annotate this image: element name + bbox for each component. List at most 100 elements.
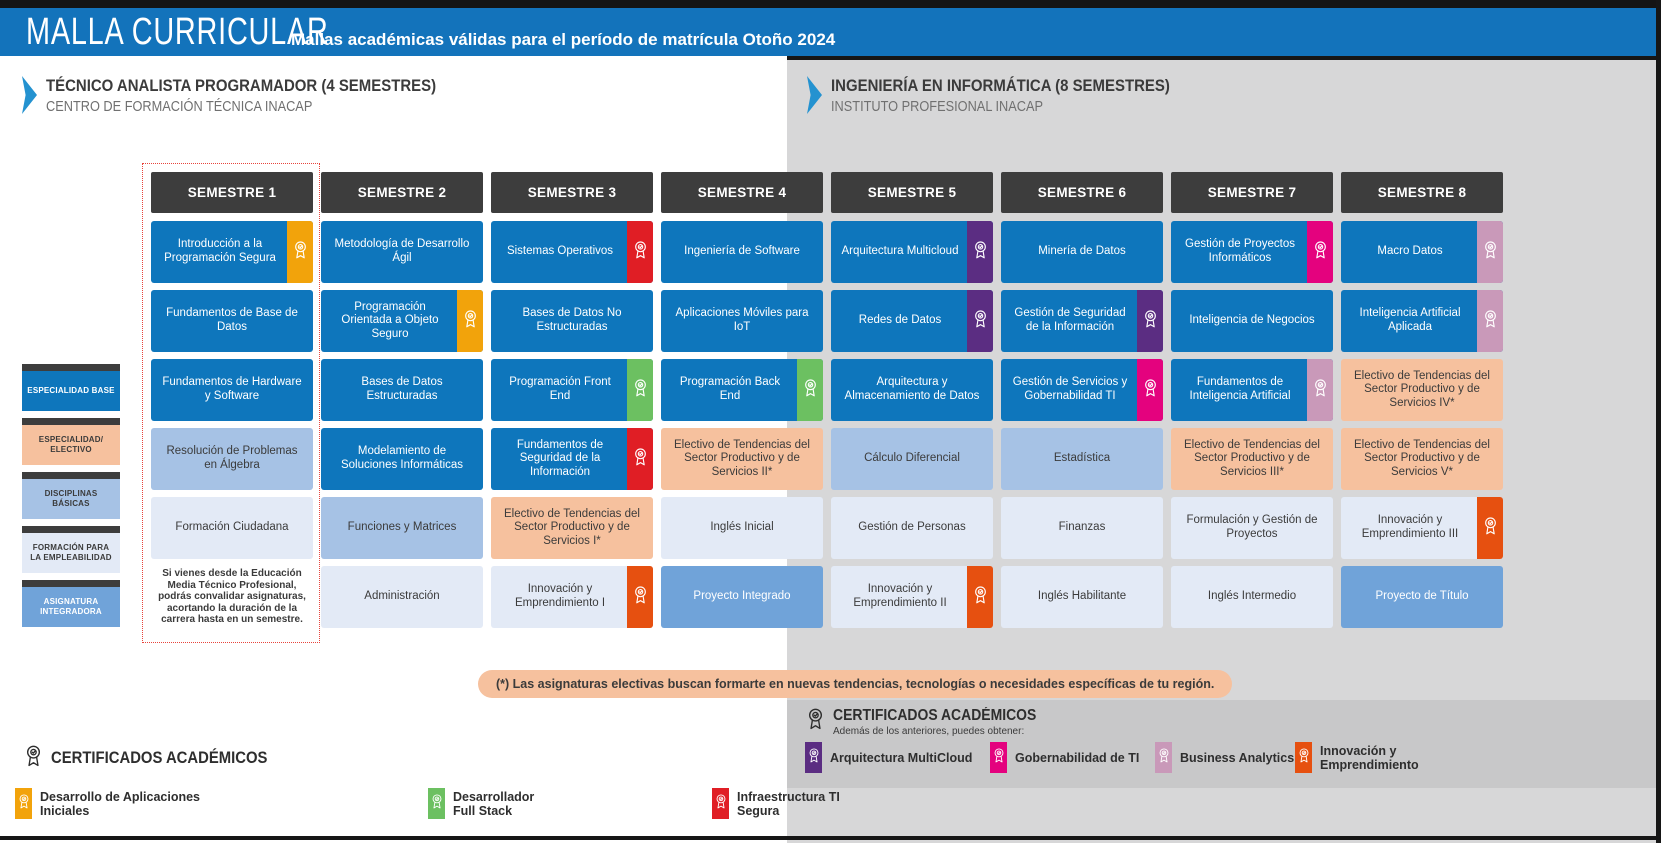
program-header-ingenieria: INGENIERÍA EN INFORMÁTICA (8 SEMESTRES) … [807,76,1216,115]
semester-column: SEMESTRE 7 Gestión de Proyectos Informáti… [1171,172,1333,635]
course-name: Metodología de Desarrollo Ágil [334,238,470,264]
course-name: Programación Front End [509,376,611,402]
award-ribbon-icon [1142,378,1159,403]
course-card: Electivo de Tendencias del Sector Produc… [1341,428,1503,490]
certificates-section-ingenieria: CERTIFICADOS ACADÉMICOS Además de los an… [787,700,1661,788]
course-card: Inglés Habilitante [1001,566,1163,628]
semester-header: SEMESTRE 4 [661,172,823,213]
course-name: Innovación y Emprendimiento III [1361,514,1459,540]
program-title: INGENIERÍA EN INFORMÁTICA (8 SEMESTRES) [831,76,1170,95]
course-name: Electivo de Tendencias del Sector Produc… [504,507,640,547]
semester-header: SEMESTRE 8 [1341,172,1503,213]
award-ribbon-icon [1482,309,1499,334]
legend-label: ESPECIALIDAD/ ELECTIVO [22,425,120,465]
certificate-item: Gobernabilidad de TI [990,742,1139,773]
legend-item: ASIGNATURA INTEGRADORA [22,580,120,627]
course-card: Administración [321,566,483,628]
course-card: Electivo de Tendencias del Sector Produc… [491,497,653,559]
course-name: Resolución de Problemas en Álgebra [166,445,298,471]
course-name: Innovación y Emprendimiento II [853,583,947,609]
certificate-badge-orangered [627,566,653,628]
course-name: Electivo de Tendencias del Sector Produc… [1354,438,1490,478]
certificates-title: CERTIFICADOS ACADÉMICOS [23,744,795,773]
award-ribbon-icon [1482,516,1499,541]
course-card: Fundamentos de Seguridad de la Informaci… [491,428,653,490]
certificate-badge-pink [1307,221,1333,283]
certificate-badge-mauve [1477,221,1503,283]
course-name: Electivo de Tendencias del Sector Produc… [1354,369,1490,409]
course-card: Fundamentos de Hardware y Software [151,359,313,421]
top-black-strip [0,0,1661,8]
certificate-badge-orange [457,290,483,352]
course-card: Fundamentos de Inteligencia Artificial [1171,359,1333,421]
award-ribbon-icon [802,378,819,403]
award-ribbon-icon [292,240,309,265]
certificate-badge-mauve [1477,290,1503,352]
certificate-badge-red [627,428,653,490]
certificates-title: CERTIFICADOS ACADÉMICOS Además de los an… [805,707,1059,737]
award-ribbon-icon [23,744,44,773]
course-card: Metodología de Desarrollo Ágil [321,221,483,283]
certificate-label: Business Analytics [1180,750,1295,765]
award-ribbon-icon [1482,240,1499,265]
convalidation-note: Si vienes desde la Educación Media Técni… [158,568,306,625]
certificate-badge-purple [805,742,822,773]
legend-item-top-bar [22,580,120,587]
award-ribbon-icon [1312,378,1329,403]
certificate-badge-mauve [1307,359,1333,421]
certificate-badge-pink [1137,359,1163,421]
category-legend: ESPECIALIDAD BASE ESPECIALIDAD/ ELECTIVO D… [22,364,120,634]
award-ribbon-icon [1157,747,1171,769]
course-name: Gestión de Proyectos Informáticos [1185,238,1295,264]
page-header: MALLA CURRICULAR Mallas académicas válid… [0,8,1661,56]
arrow-right-icon [22,76,37,114]
legend-item: FORMACIÓN PARA LA EMPLEABILIDAD [22,526,120,573]
course-card: Electivo de Tendencias del Sector Produc… [661,428,823,490]
course-card: Innovación y Emprendimiento II [831,566,993,628]
legend-item: ESPECIALIDAD BASE [22,364,120,411]
course-card: Inteligencia de Negocios [1171,290,1333,352]
award-ribbon-icon [972,240,989,265]
award-ribbon-icon [632,447,649,472]
course-name: Gestión de Seguridad de la Información [1014,307,1126,333]
course-card: Formación Ciudadana [151,497,313,559]
legend-label: FORMACIÓN PARA LA EMPLEABILIDAD [22,533,120,573]
legend-item: DISCIPLINAS BÁSICAS [22,472,120,519]
certificate-label: Innovación y Emprendimiento [1320,743,1419,772]
program-header-tecnico: TÉCNICO ANALISTA PROGRAMADOR (4 SEMESTRE… [22,76,489,115]
semester-header: SEMESTRE 5 [831,172,993,213]
course-card: Resolución de Problemas en Álgebra [151,428,313,490]
course-name: Inteligencia de Negocios [1189,314,1315,327]
course-card: Cálculo Diferencial [831,428,993,490]
award-ribbon-icon [430,793,444,815]
elective-footnote: (*) Las asignaturas electivas buscan for… [478,670,1233,698]
course-name: Fundamentos de Base de Datos [166,307,298,333]
semester-header: SEMESTRE 1 [151,172,313,213]
certificate-item: Desarrollador Full Stack [428,788,553,819]
course-card: Ingeniería de Software [661,221,823,283]
course-name: Fundamentos de Seguridad de la Informaci… [516,438,604,478]
certificate-badge-red [712,788,729,819]
course-name: Inglés Inicial [710,521,774,534]
bottom-black-line [0,836,1661,840]
course-card: Estadística [1001,428,1163,490]
course-card: Finanzas [1001,497,1163,559]
course-card: Innovación y Emprendimiento III [1341,497,1503,559]
award-ribbon-icon [972,309,989,334]
award-ribbon-icon [714,793,728,815]
certificate-badge-mauve [1155,742,1172,773]
program-subtitle: INSTITUTO PROFESIONAL INACAP [831,99,1043,115]
course-card: Modelamiento de Soluciones Informáticas [321,428,483,490]
course-name: Modelamiento de Soluciones Informáticas [340,445,464,471]
course-name: Programación Back End [679,376,781,402]
course-card: Programación Orientada a Objeto Seguro [321,290,483,352]
certificate-badge-green [797,359,823,421]
course-name: Proyecto Integrado [693,590,791,603]
course-name: Ingeniería de Software [684,245,800,258]
course-name: Inglés Habilitante [1037,590,1127,603]
course-card: Gestión de Seguridad de la Información [1001,290,1163,352]
certificate-item: Desarrollo de Aplicaciones Iniciales [15,788,212,819]
legend-label: DISCIPLINAS BÁSICAS [22,479,120,519]
semester-column: SEMESTRE 1 Introducción a la Programación… [142,163,320,643]
